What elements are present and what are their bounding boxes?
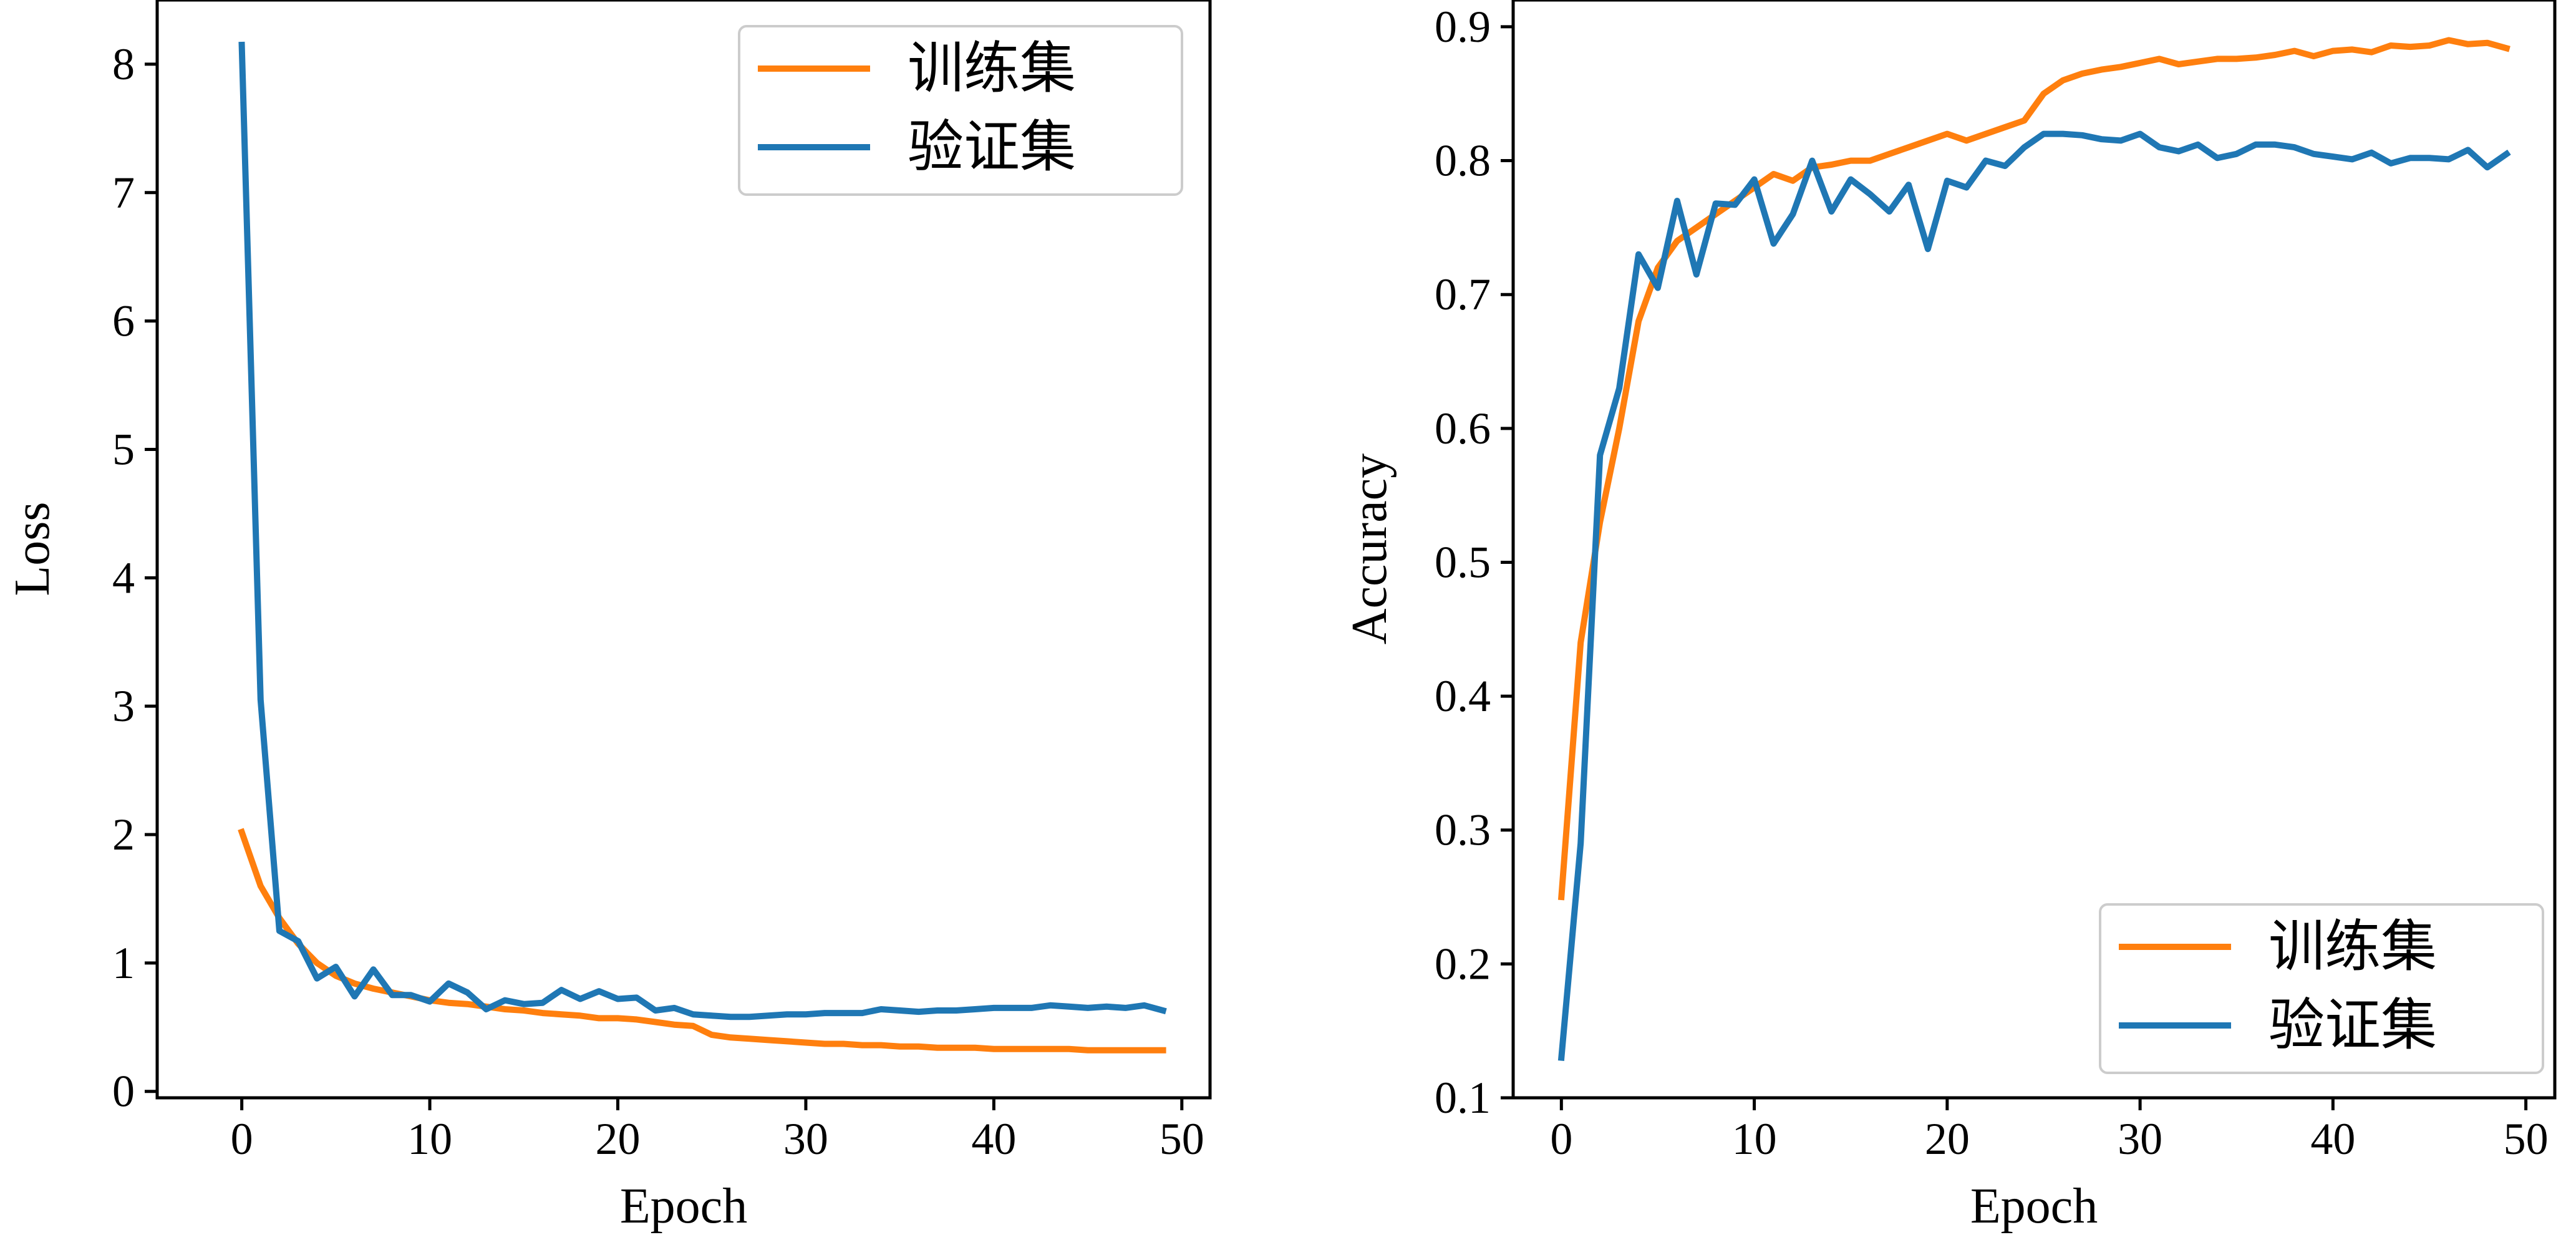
x-axis-label: Epoch bbox=[1970, 1179, 2098, 1234]
y-tick-label: 0.2 bbox=[1435, 939, 1491, 989]
y-tick-label: 6 bbox=[112, 296, 135, 346]
legend-label-val: 验证集 bbox=[2269, 995, 2437, 1057]
x-tick-label: 30 bbox=[2118, 1114, 2162, 1164]
y-tick-label: 0.1 bbox=[1435, 1073, 1491, 1123]
x-tick-label: 40 bbox=[2310, 1114, 2355, 1164]
y-tick-label: 0.3 bbox=[1435, 805, 1491, 855]
y-axis-label: Loss bbox=[5, 501, 60, 596]
y-tick-label: 0.8 bbox=[1435, 136, 1491, 186]
y-tick-label: 3 bbox=[112, 681, 135, 731]
y-axis-label: Accuracy bbox=[1342, 453, 1397, 644]
legend-label-train: 训练集 bbox=[908, 38, 1076, 100]
y-tick-label: 0.9 bbox=[1435, 2, 1491, 52]
y-tick-label: 7 bbox=[112, 168, 135, 218]
y-tick-label: 0.5 bbox=[1435, 537, 1491, 587]
y-tick-label: 0.7 bbox=[1435, 269, 1491, 319]
chart-2: 0 10 20 30 40 50 0.1 0.2 0.3 0.4 0.5 0.6 0.7 0.8 0.9 Ep… bbox=[1342, 0, 2557, 1234]
plot-frame bbox=[1511, 0, 2557, 1100]
y-tick-label: 0.6 bbox=[1435, 404, 1491, 453]
x-tick-label: 0 bbox=[1550, 1114, 1572, 1164]
series-line-train bbox=[1557, 37, 2511, 901]
plot-frame bbox=[155, 0, 1212, 1100]
y-tick-label: 5 bbox=[112, 424, 135, 474]
y-tick-label: 2 bbox=[112, 810, 135, 860]
y-tick-label: 0 bbox=[112, 1067, 135, 1117]
x-tick-label: 20 bbox=[1925, 1114, 1970, 1164]
legend-label-val: 验证集 bbox=[908, 117, 1076, 178]
series-line-val bbox=[238, 41, 1167, 1020]
y-tick-label: 1 bbox=[112, 938, 135, 988]
x-tick-label: 30 bbox=[783, 1114, 828, 1164]
x-axis-label: Epoch bbox=[620, 1179, 747, 1234]
legend-label-train: 训练集 bbox=[2269, 916, 2437, 978]
x-tick-label: 0 bbox=[231, 1114, 253, 1164]
x-tick-label: 50 bbox=[1160, 1114, 1204, 1164]
x-tick-label: 10 bbox=[1732, 1114, 1777, 1164]
x-tick-label: 50 bbox=[2504, 1114, 2549, 1164]
y-tick-label: 8 bbox=[112, 39, 135, 89]
y-tick-label: 0.4 bbox=[1435, 671, 1491, 721]
x-tick-label: 10 bbox=[407, 1114, 452, 1164]
series-line-val bbox=[1557, 130, 2511, 1062]
x-tick-label: 20 bbox=[596, 1114, 641, 1164]
y-tick-label: 4 bbox=[112, 553, 135, 603]
x-tick-label: 40 bbox=[971, 1114, 1016, 1164]
